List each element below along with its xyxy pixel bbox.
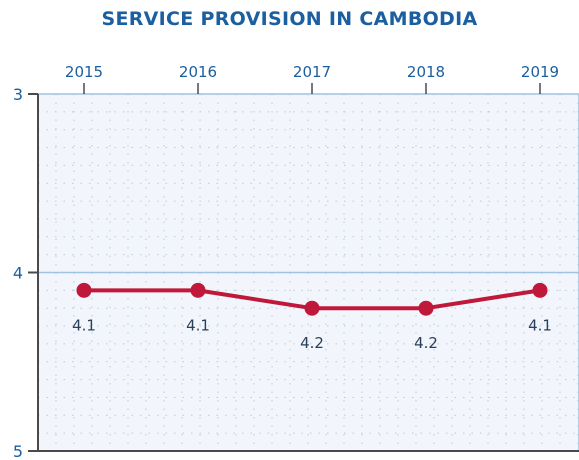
data-point <box>76 282 92 298</box>
x-axis-ticks: 2015 2016 2017 2018 2019 <box>65 63 559 94</box>
y-tick-label: 3 <box>13 85 23 104</box>
x-tick-label: 2017 <box>293 63 331 81</box>
x-tick-label: 2018 <box>407 63 445 81</box>
data-point <box>532 282 548 298</box>
data-point <box>304 300 320 316</box>
data-label: 4.1 <box>528 316 552 334</box>
data-point <box>190 282 206 298</box>
x-tick-label: 2019 <box>521 63 559 81</box>
data-label: 4.1 <box>72 316 96 334</box>
data-point <box>418 300 434 316</box>
y-axis-ticks: 3 4 5 <box>13 85 38 460</box>
data-label: 4.2 <box>414 334 438 352</box>
x-tick-label: 2016 <box>179 63 217 81</box>
y-tick-label: 4 <box>13 264 23 283</box>
x-tick-label: 2015 <box>65 63 103 81</box>
series-group <box>76 282 548 316</box>
data-label: 4.1 <box>186 316 210 334</box>
data-labels-group: 4.1 4.1 4.2 4.2 4.1 <box>72 316 552 352</box>
data-label: 4.2 <box>300 334 324 352</box>
chart-title: SERVICE PROVISION IN CAMBODIA <box>101 8 478 30</box>
y-tick-label: 5 <box>13 442 23 460</box>
